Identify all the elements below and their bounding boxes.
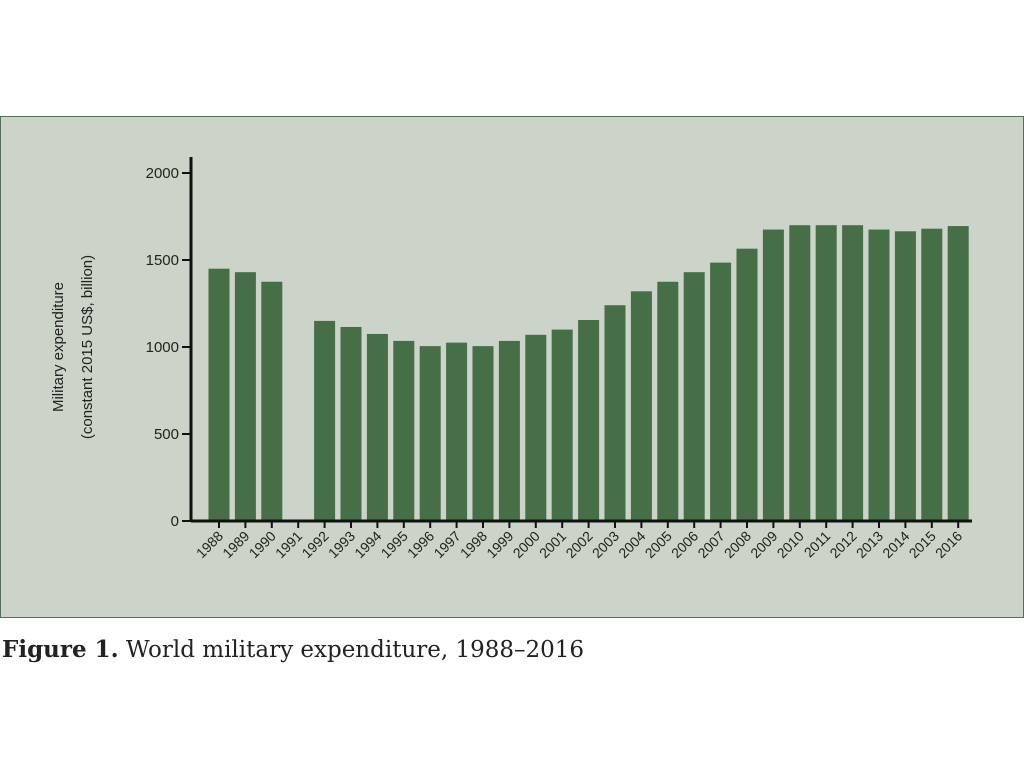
x-tick-label: 1999	[483, 528, 516, 561]
bar-1988	[208, 268, 230, 521]
x-tick-label: 2011	[801, 528, 834, 561]
figure-label: Figure 1.	[2, 636, 119, 663]
x-tick-label: 1989	[219, 528, 252, 561]
y-tick-label: 1000	[146, 339, 179, 356]
bar-2013	[868, 229, 890, 522]
bar-2008	[736, 248, 758, 521]
bar-2005	[657, 281, 679, 521]
x-tick-label: 2002	[562, 528, 595, 561]
bar-2002	[578, 320, 600, 521]
x-tick-label: 1990	[246, 528, 279, 561]
bar-1993	[340, 326, 362, 521]
bar-2010	[789, 225, 811, 521]
y-tick-label: 1500	[146, 252, 179, 269]
bar-1995	[393, 340, 415, 521]
x-tick-label: 2016	[932, 528, 965, 561]
bar-1999	[498, 340, 520, 521]
x-tick-label: 2010	[774, 528, 807, 561]
bar-2009	[762, 229, 784, 522]
y-tick-label: 500	[154, 426, 179, 443]
x-tick-label: 1991	[272, 528, 305, 561]
x-tick-label: 2008	[721, 528, 754, 561]
x-tick-label: 1997	[430, 528, 463, 561]
x-tick-label: 2001	[536, 528, 569, 561]
figure-caption: Figure 1. World military expenditure, 19…	[2, 636, 584, 663]
bar-2006	[683, 272, 705, 521]
bar-1996	[419, 346, 441, 521]
x-tick-label: 2015	[906, 528, 939, 561]
bar-1989	[234, 272, 256, 521]
y-axis-label: Military expenditure	[50, 282, 67, 412]
x-tick-label: 1993	[325, 528, 358, 561]
x-tick-label: 2000	[510, 528, 543, 561]
bar-2004	[630, 291, 652, 521]
x-tick-label: 1995	[378, 528, 411, 561]
x-tick-label: 2013	[853, 528, 886, 561]
bar-2014	[894, 231, 916, 522]
x-tick-label: 2006	[668, 528, 701, 561]
x-tick-label: 2012	[826, 528, 859, 561]
bar-1994	[366, 333, 388, 521]
bar-1998	[472, 346, 494, 521]
bar-2016	[947, 226, 969, 521]
y-tick-label: 2000	[146, 165, 179, 182]
bar-1997	[446, 342, 468, 521]
y-axis-label-units: (constant 2015 US$, billion)	[79, 255, 96, 439]
bar-2012	[842, 225, 864, 521]
x-tick-label: 2009	[747, 528, 780, 561]
x-tick-label: 2007	[694, 528, 727, 561]
x-tick-label: 1998	[457, 528, 490, 561]
x-tick-label: 2003	[589, 528, 622, 561]
x-tick-label: 2004	[615, 528, 648, 561]
x-tick-label: 2005	[642, 528, 675, 561]
bar-2015	[921, 228, 943, 521]
x-tick-label: 1994	[351, 528, 384, 561]
x-tick-label: 2014	[879, 528, 912, 561]
x-tick-label: 1996	[404, 528, 437, 561]
y-tick-label: 0	[171, 513, 179, 530]
bar-2000	[525, 334, 547, 521]
bar-2003	[604, 305, 626, 521]
bar-1992	[314, 320, 336, 521]
bar-2001	[551, 329, 573, 521]
figure-caption-text: World military expenditure, 1988–2016	[118, 637, 585, 663]
bar-2007	[710, 262, 732, 521]
x-tick-label: 1992	[298, 528, 331, 561]
bar-2011	[815, 225, 837, 521]
x-tick-label: 1988	[193, 528, 226, 561]
bar-1990	[261, 281, 283, 521]
